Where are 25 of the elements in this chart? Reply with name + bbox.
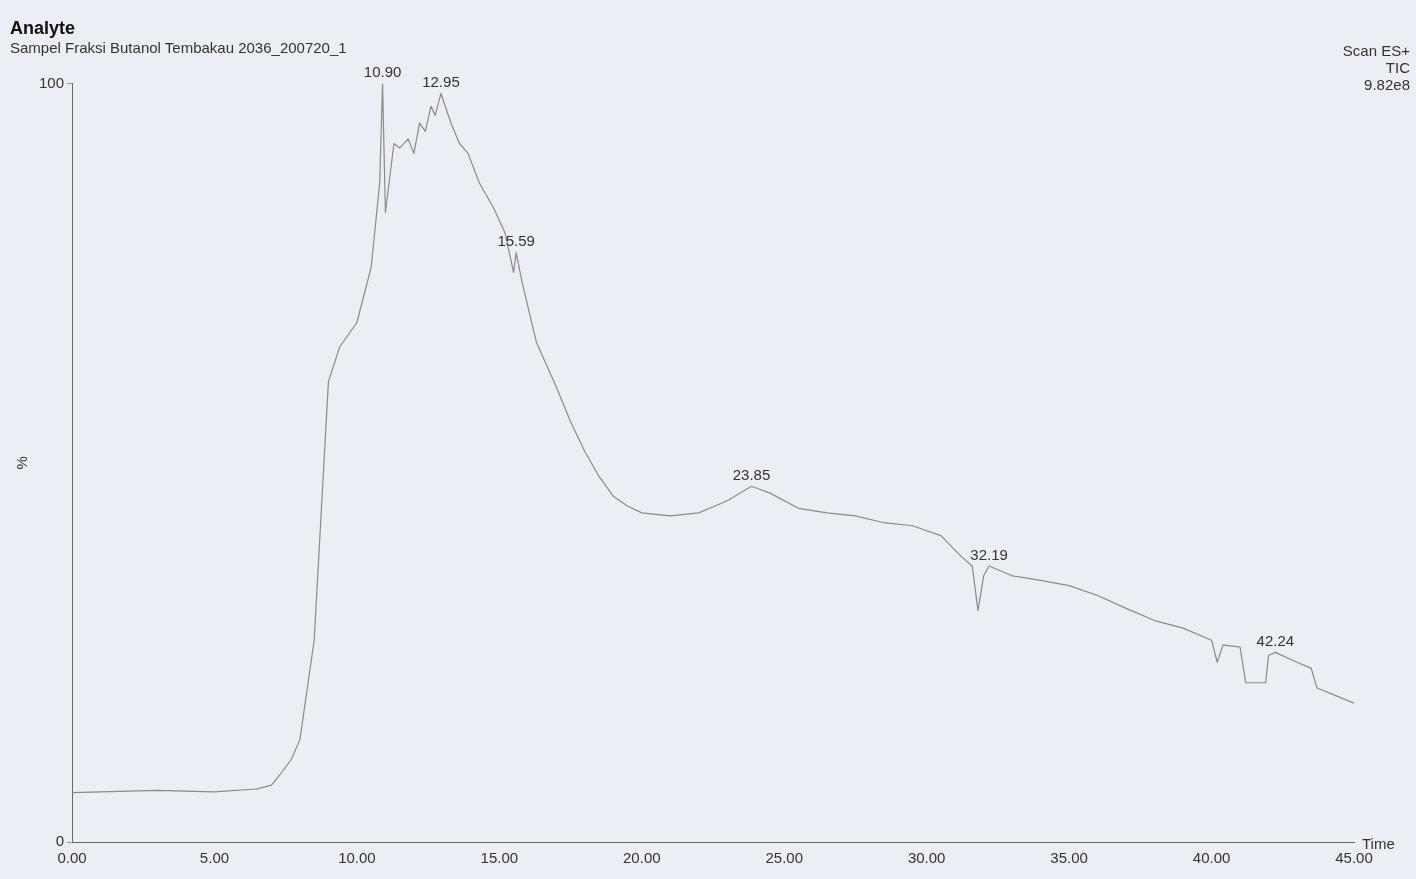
annotation: 10.90	[363, 63, 402, 81]
x-tick-label: 30.00	[907, 849, 946, 867]
chart-subtitle: Sampel Fraksi Butanol Tembakau 2036_200720_1	[10, 38, 347, 56]
x-tick-label: 40.00	[1192, 849, 1231, 867]
annotation: 23.85	[732, 465, 771, 483]
x-tick-label: 5.00	[199, 849, 230, 867]
y-tick-label: 0	[55, 832, 65, 850]
text: Scan ES+	[1342, 41, 1411, 59]
annotation: 12.95	[422, 73, 460, 91]
y-axis-title: %	[13, 456, 31, 470]
x-tick-label: 20.00	[623, 849, 661, 867]
annotation: 42.24	[1256, 632, 1295, 650]
text: 9.82e8	[1364, 75, 1410, 93]
x-axis-title: Time	[1362, 834, 1395, 852]
x-tick-label: 35.00	[1050, 849, 1088, 867]
x-tick-label: 10.00	[338, 849, 376, 867]
annotation: 15.59	[497, 232, 535, 250]
text: TIC	[1385, 58, 1411, 76]
chart-title: Analyte	[10, 17, 76, 38]
y-tick-label: 100	[39, 73, 65, 91]
annotation: 32.19	[970, 545, 1008, 563]
x-tick-label: 15.00	[480, 849, 519, 867]
x-tick-label: 0.00	[57, 849, 87, 867]
x-tick-label: 45.00	[1335, 849, 1373, 867]
x-tick-label: 25.00	[765, 849, 804, 867]
